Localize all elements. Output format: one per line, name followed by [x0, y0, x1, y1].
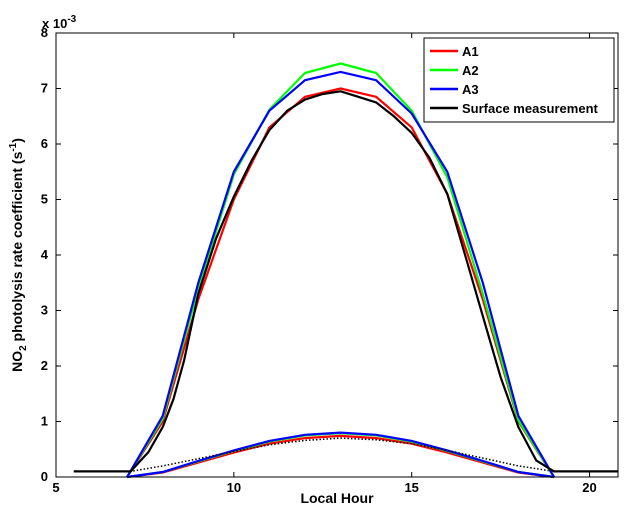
x-tick-label: 10: [227, 480, 241, 495]
x-tick-label: 15: [404, 480, 418, 495]
legend-label: A3: [462, 82, 479, 97]
y-tick-label: 2: [41, 358, 48, 373]
x-axis-title: Local Hour: [300, 490, 374, 506]
legend-label: A1: [462, 44, 479, 59]
x-tick-label: 5: [52, 480, 59, 495]
y-tick-label: 5: [41, 192, 48, 207]
y-tick-label: 8: [41, 25, 48, 40]
y-tick-label: 1: [41, 414, 48, 429]
y-tick-label: 4: [41, 247, 49, 262]
legend: A1 A2 A3 Surface measurement: [424, 38, 614, 122]
legend-label: Surface measurement: [462, 101, 599, 116]
y-tick-label: 3: [41, 303, 48, 318]
x-tick-label: 20: [582, 480, 596, 495]
y-tick-label: 7: [41, 81, 48, 96]
y-tick-label: 6: [41, 136, 48, 151]
legend-label: A2: [462, 63, 479, 78]
y-tick-label: 0: [41, 469, 48, 484]
